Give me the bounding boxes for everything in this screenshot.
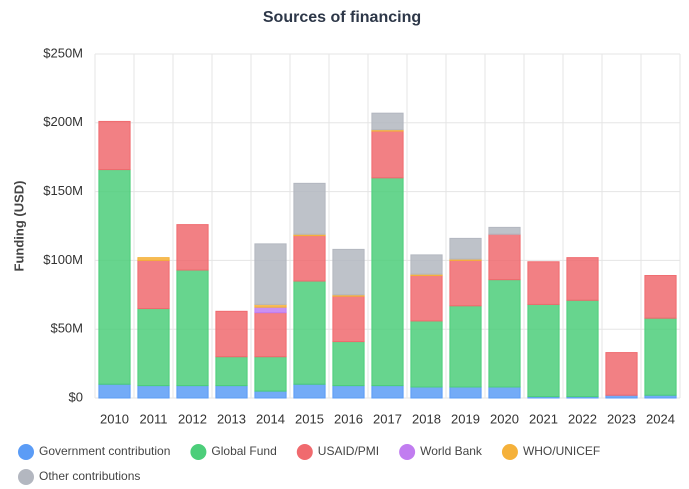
bar-segment <box>449 259 482 307</box>
bar-segment <box>293 235 326 282</box>
legend-label: Global Fund <box>211 444 276 458</box>
bar-segment <box>605 352 638 396</box>
bar-segment <box>293 383 326 399</box>
x-tick-label: 2012 <box>178 411 207 426</box>
legend-swatch <box>18 469 34 485</box>
x-tick-label: 2020 <box>490 411 519 426</box>
bar-segment <box>371 177 404 387</box>
legend-label: World Bank <box>420 444 483 458</box>
bar-segment <box>488 233 521 281</box>
legend-item[interactable]: World Bank <box>399 444 483 460</box>
bar-segment <box>98 169 131 385</box>
bar-segment <box>488 279 521 388</box>
x-tick-label: 2016 <box>334 411 363 426</box>
bar-segment <box>254 312 287 358</box>
bar-segment <box>410 254 443 275</box>
x-tick-label: 2014 <box>256 411 285 426</box>
bar-segment <box>371 385 404 399</box>
x-tick-label: 2023 <box>607 411 636 426</box>
y-tick-label: $150M <box>43 183 83 198</box>
y-axis-title: Funding (USD) <box>11 181 26 272</box>
legend-item[interactable]: Global Fund <box>190 444 277 460</box>
bar-segment <box>137 259 170 310</box>
legend-label: WHO/UNICEF <box>523 444 600 458</box>
legend-swatch <box>296 444 313 460</box>
bar-segment <box>176 385 209 399</box>
bar-segment <box>332 341 365 387</box>
y-tick-label: $100M <box>43 252 83 267</box>
bar-segment <box>410 275 443 322</box>
x-tick-label: 2010 <box>100 411 129 426</box>
bar-segment <box>98 383 131 399</box>
bar-segment <box>293 182 326 235</box>
x-tick-label: 2022 <box>568 411 597 426</box>
y-tick-label: $0 <box>69 389 83 404</box>
bar-segment <box>137 308 170 387</box>
y-tick-label: $50M <box>50 321 83 336</box>
x-tick-label: 2019 <box>451 411 480 426</box>
bar-segment <box>332 385 365 399</box>
y-tick-label: $200M <box>43 114 83 129</box>
legend-item[interactable]: Government contribution <box>18 444 170 460</box>
bar-segment <box>98 120 131 171</box>
bar-segment <box>176 269 209 387</box>
bar-segment <box>254 356 287 392</box>
bar-segment <box>137 257 170 261</box>
bar-segment <box>215 356 248 387</box>
bar-segment <box>254 306 287 314</box>
bar-segment <box>254 243 287 305</box>
bar-segment <box>176 224 209 271</box>
x-tick-label: 2013 <box>217 411 246 426</box>
bar-segment <box>293 280 326 385</box>
legend-item[interactable]: Other contributions <box>18 469 140 485</box>
legend-item[interactable]: USAID/PMI <box>296 444 379 460</box>
bar-segment <box>449 305 482 388</box>
chart-title: Sources of financing <box>263 9 421 26</box>
legend-swatch <box>190 444 207 460</box>
bar-segment <box>371 130 404 179</box>
x-tick-label: 2015 <box>295 411 324 426</box>
legend-label: Other contributions <box>39 469 140 483</box>
bar-segment <box>566 257 599 301</box>
legend-item[interactable]: WHO/UNICEF <box>501 444 600 460</box>
bar-segment <box>449 386 482 399</box>
bar-segment <box>527 261 560 305</box>
bar-segment <box>254 390 287 399</box>
bar-segment <box>137 385 170 399</box>
legend-swatch <box>501 444 518 460</box>
bar-segment <box>332 295 365 343</box>
bar-segment <box>449 237 482 260</box>
x-tick-label: 2024 <box>646 411 675 426</box>
legend-label: USAID/PMI <box>318 444 379 458</box>
x-tick-label: 2018 <box>412 411 441 426</box>
legend-label: Government contribution <box>39 444 170 458</box>
bar-segment <box>488 226 521 235</box>
bar-segment <box>488 386 521 399</box>
bar-segment <box>371 112 404 131</box>
bar-segment <box>215 385 248 399</box>
bar-segment <box>410 320 443 388</box>
bar-segment <box>644 317 677 396</box>
legend: Government contribution Global Fund USAID/… <box>18 444 600 485</box>
bar-segment <box>527 303 560 398</box>
x-tick-label: 2017 <box>373 411 402 426</box>
bar-segment <box>644 275 677 319</box>
bar-segment <box>332 248 365 296</box>
legend-swatch <box>399 444 416 460</box>
bar-segment <box>566 299 599 398</box>
bar-segment <box>410 386 443 399</box>
bar-segment <box>215 310 248 358</box>
x-tick-label: 2011 <box>140 411 168 426</box>
x-tick-label: 2021 <box>529 411 558 426</box>
legend-swatch <box>18 444 34 460</box>
y-tick-label: $250M <box>43 45 83 60</box>
